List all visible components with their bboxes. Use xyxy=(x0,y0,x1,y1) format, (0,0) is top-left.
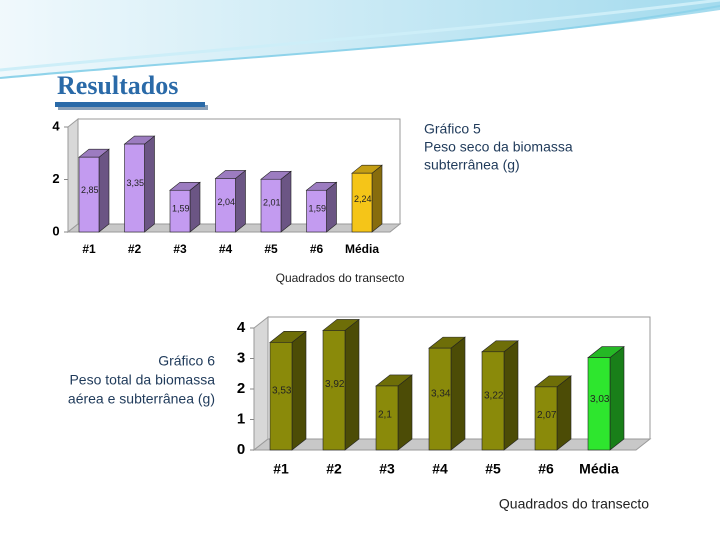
title-underline xyxy=(55,102,205,107)
y-tick-label: 4 xyxy=(52,118,60,133)
data-label: 1,59 xyxy=(172,203,190,213)
data-label: 2,07 xyxy=(537,410,557,421)
bar-side xyxy=(98,148,110,233)
y-tick-label: 0 xyxy=(52,223,59,238)
bar-side xyxy=(371,164,383,233)
bar-side xyxy=(280,170,292,233)
bar xyxy=(534,386,558,451)
caption-line: aérea e subterrânea (g) xyxy=(68,391,215,407)
title-underline-shadow xyxy=(58,105,208,110)
caption-line: Gráfico 6 xyxy=(158,353,215,369)
slide-title: Resultados xyxy=(57,71,178,100)
bar xyxy=(428,347,452,451)
bar-side xyxy=(291,330,307,451)
bar xyxy=(215,178,236,233)
bar-side xyxy=(235,169,246,233)
bar-side xyxy=(397,374,413,451)
data-label: 2,04 xyxy=(218,197,236,207)
data-label: 3,35 xyxy=(127,178,145,188)
x-tick-label: #4 xyxy=(432,461,448,477)
caption-box xyxy=(30,345,220,430)
y-tick-label: 3 xyxy=(237,349,245,366)
data-label: 1,59 xyxy=(309,203,327,213)
x-tick-label: #1 xyxy=(82,242,96,256)
bar-side xyxy=(189,181,201,233)
data-label: 3,34 xyxy=(431,389,451,400)
caption-box xyxy=(418,115,674,197)
data-label: 3,03 xyxy=(590,394,610,405)
data-label: 3,92 xyxy=(325,379,345,390)
bar xyxy=(351,172,373,233)
bar xyxy=(78,156,100,233)
caption-line: Peso seco da biomassa xyxy=(424,139,573,155)
x-tick-label: #5 xyxy=(485,461,501,477)
bar-side xyxy=(326,181,337,233)
bar xyxy=(306,189,327,233)
x-tick-label: #1 xyxy=(273,461,289,477)
header-line xyxy=(0,5,720,79)
bar-side xyxy=(609,345,625,451)
x-axis-title: Quadrados do transecto xyxy=(499,496,649,512)
x-tick-label: #2 xyxy=(326,461,342,477)
caption-line: subterrânea (g) xyxy=(424,157,520,173)
bar xyxy=(587,357,611,451)
data-label: 2,1 xyxy=(378,409,392,420)
bar xyxy=(124,143,145,233)
y-tick-label: 2 xyxy=(52,171,59,186)
bar xyxy=(169,189,191,233)
x-tick-label: #3 xyxy=(173,242,187,256)
x-tick-label: #2 xyxy=(128,242,142,256)
x-tick-label: #6 xyxy=(538,461,554,477)
y-tick-label: 0 xyxy=(237,441,245,458)
header-line xyxy=(0,0,720,72)
data-label: 2,85 xyxy=(81,185,99,195)
caption-line: Peso total da biomassa xyxy=(69,372,215,388)
y-tick-label: 2 xyxy=(237,380,245,397)
caption-line: Gráfico 5 xyxy=(424,121,481,137)
data-label: 2,01 xyxy=(263,197,281,207)
x-tick-label: #3 xyxy=(379,461,395,477)
bar-side xyxy=(144,135,155,233)
data-label: 2,24 xyxy=(354,194,372,204)
plot-side-wall xyxy=(253,315,269,452)
x-tick-label: Média xyxy=(579,461,619,477)
bar-side xyxy=(450,336,466,451)
bar xyxy=(260,178,282,233)
bar-side xyxy=(344,318,360,451)
x-tick-label: #5 xyxy=(264,242,278,256)
plot-side-wall xyxy=(67,117,79,234)
bar xyxy=(481,351,505,451)
bar xyxy=(375,385,399,451)
data-label: 3,22 xyxy=(484,391,504,402)
x-tick-label: #4 xyxy=(219,242,233,256)
x-tick-label: #6 xyxy=(310,242,324,256)
y-tick-label: 1 xyxy=(237,410,245,427)
data-label: 3,53 xyxy=(272,385,292,396)
bar xyxy=(269,342,293,451)
x-axis-title: Quadrados do transecto xyxy=(276,271,405,285)
bar-side xyxy=(503,340,519,451)
bar-side xyxy=(556,375,572,451)
x-tick-label: Média xyxy=(345,242,379,256)
y-tick-label: 4 xyxy=(237,319,246,336)
bar xyxy=(322,330,346,451)
